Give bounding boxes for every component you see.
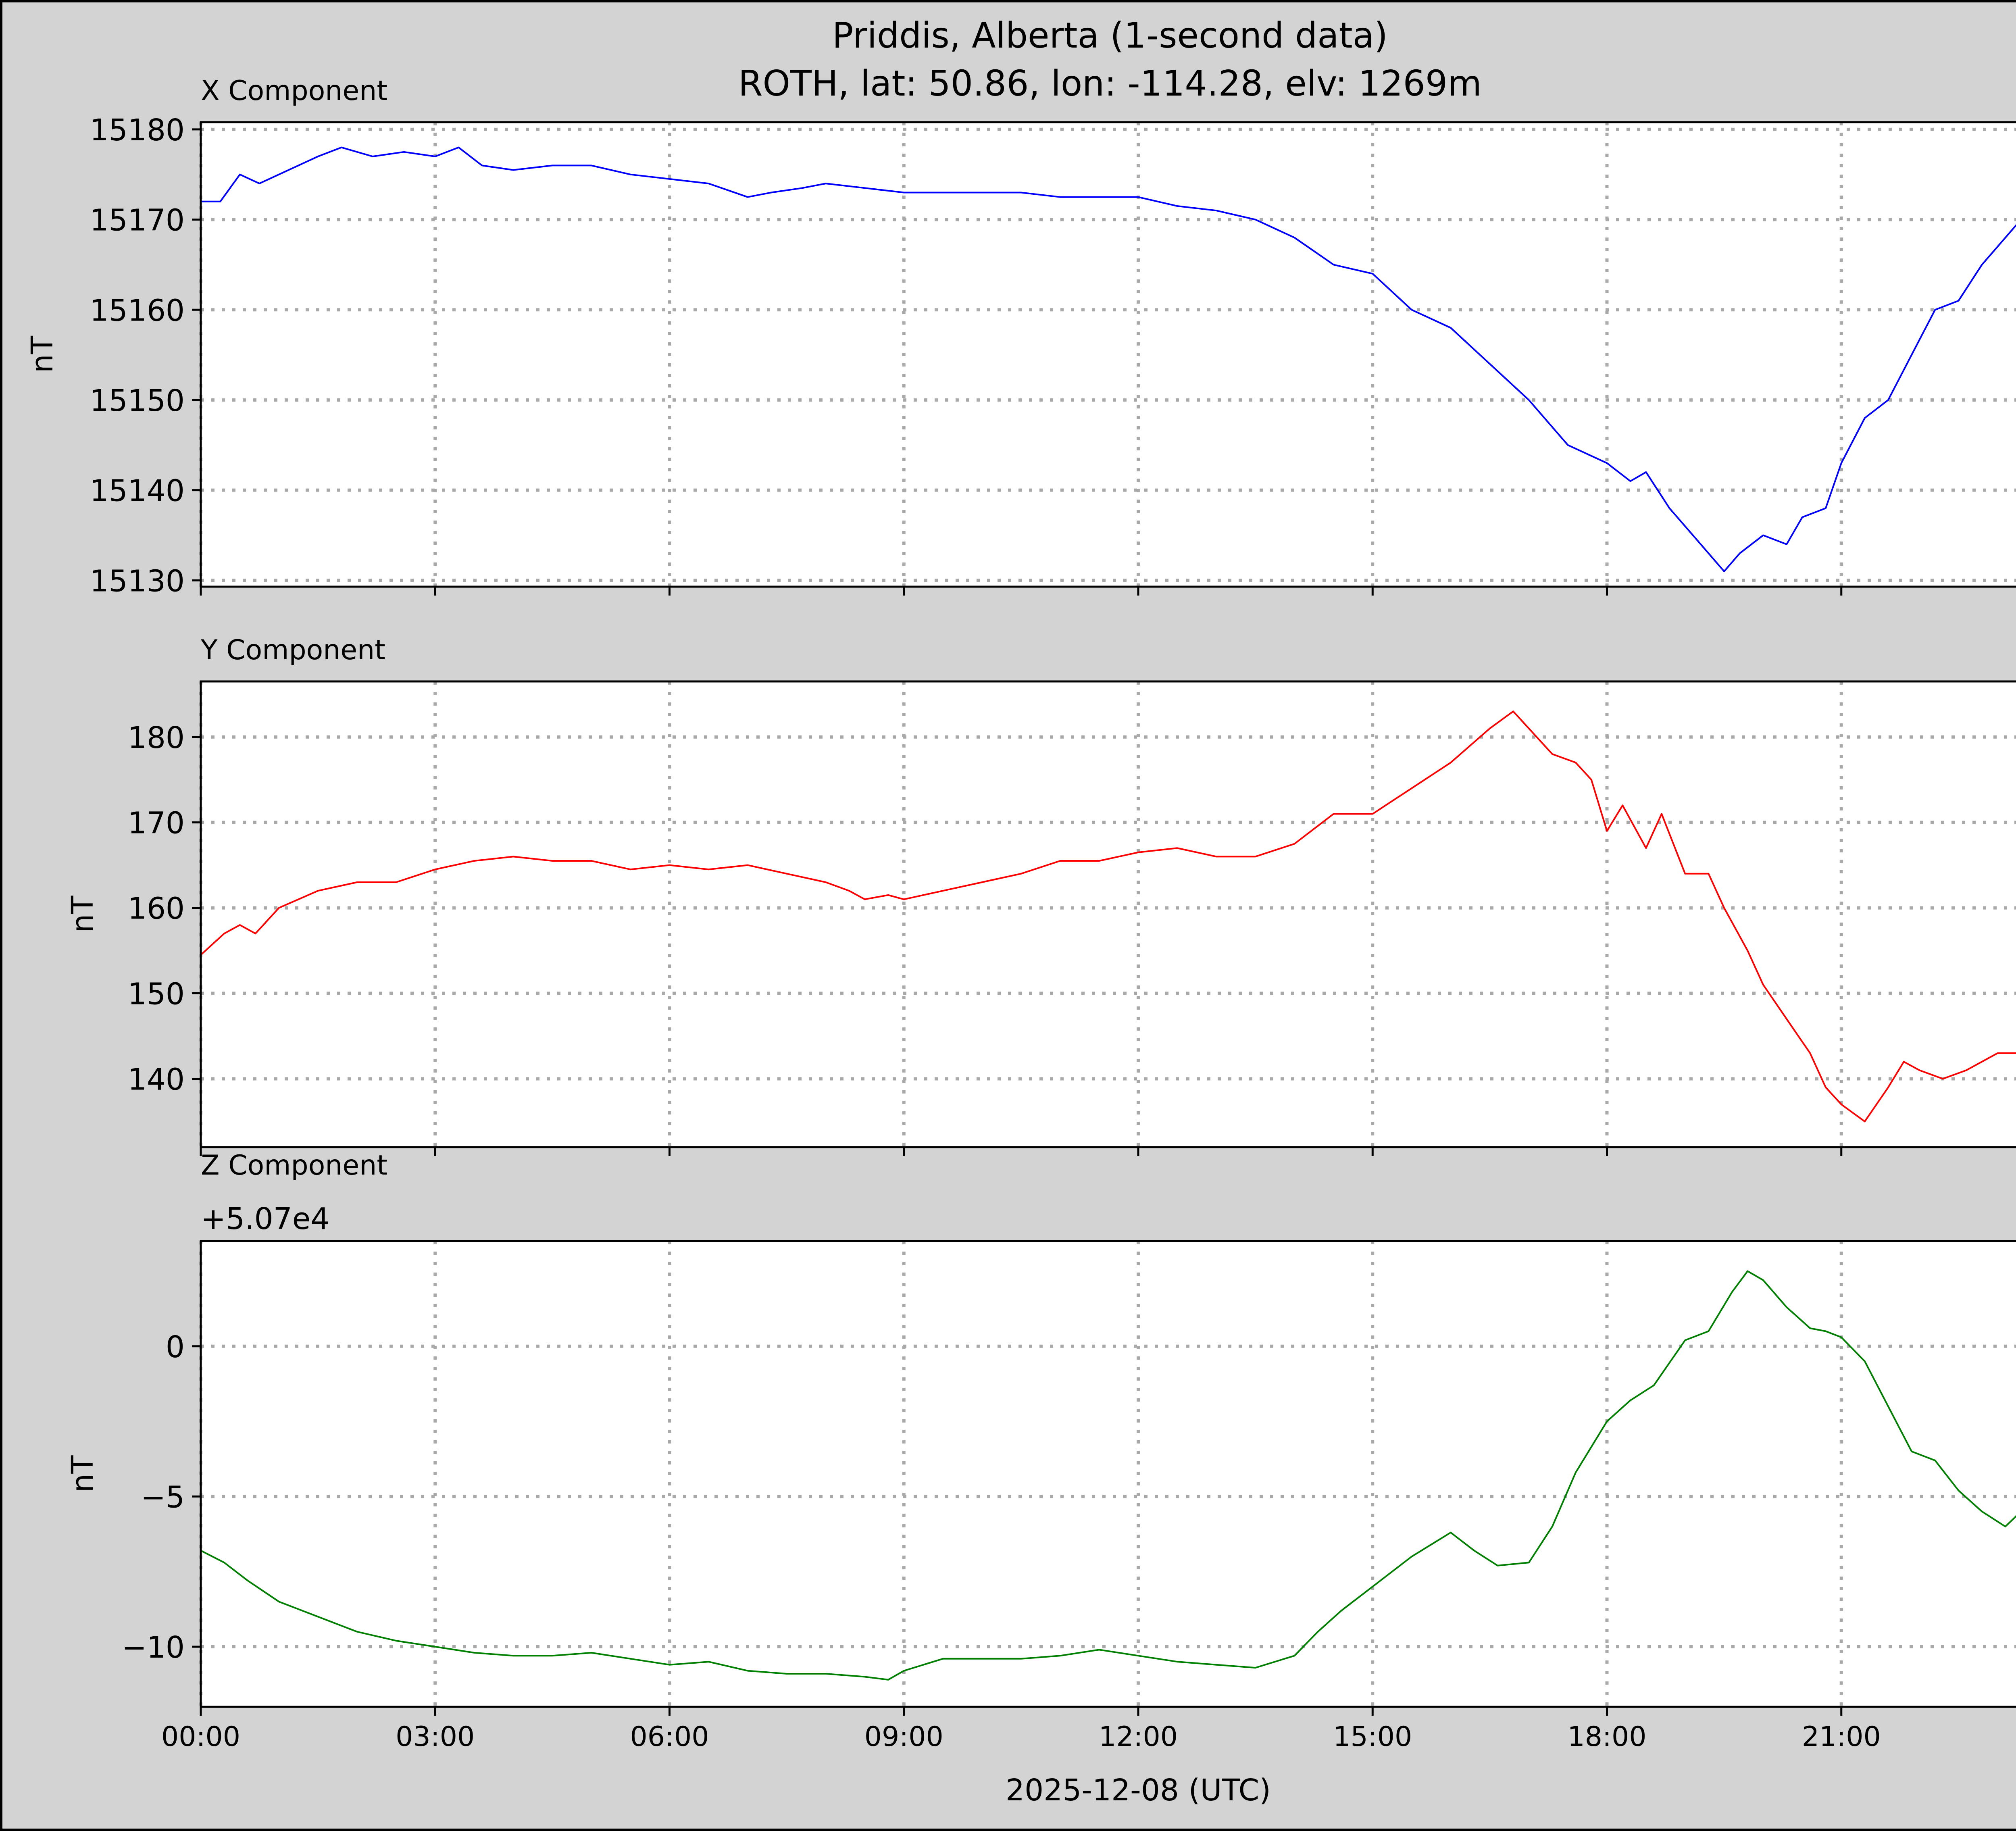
z-xtick-label: 06:00 — [630, 1721, 709, 1753]
chart-title-line2: ROTH, lat: 50.86, lon: -114.28, elv: 126… — [738, 63, 1482, 104]
z-xtick-label: 12:00 — [1099, 1721, 1178, 1753]
y-panel-title: Y Component — [200, 634, 385, 666]
x-plot-area — [201, 122, 2016, 587]
y-ytick-label: 150 — [128, 977, 185, 1012]
y-panel: 140 150 160 170 180 Y Component nT — [65, 634, 2016, 1156]
x-ytick-label: 15180 — [90, 113, 185, 148]
z-series-line — [200, 1270, 2016, 1681]
z-plot-area — [201, 1241, 2016, 1707]
z-ylabel: nT — [65, 1455, 100, 1493]
y-series-line — [200, 710, 2016, 1123]
y-ytick-label: 140 — [128, 1062, 185, 1097]
chart-title-line1: Priddis, Alberta (1-second data) — [832, 15, 1388, 56]
x-ytick-label: 15130 — [90, 564, 185, 598]
z-xtick-label: 21:00 — [1802, 1721, 1881, 1753]
y-plot-area — [201, 681, 2016, 1147]
z-xtick-label: 00:00 — [161, 1721, 240, 1753]
z-xtick-label: 03:00 — [396, 1721, 475, 1753]
x-ytick-label: 15150 — [90, 383, 185, 418]
z-ytick-label: −5 — [141, 1480, 185, 1514]
y-ylabel: nT — [65, 896, 100, 933]
z-ytick-label: 0 — [166, 1330, 185, 1364]
z-xtick-label: 09:00 — [864, 1721, 943, 1753]
panels: 15130 15140 15150 15160 15170 15180 X Componen… — [25, 75, 2016, 1753]
x-panel-title: X Component — [201, 75, 387, 107]
z-ytick-label: −10 — [122, 1630, 185, 1665]
z-panel: −10 −5 0 00:00 03:00 06:00 09:00 12:00 15:00 18:0… — [65, 1150, 2016, 1753]
x-axis-label: 2025-12-08 (UTC) — [1006, 1773, 1271, 1808]
z-panel-title: Z Component — [201, 1150, 387, 1181]
z-offset-label: +5.07e4 — [201, 1202, 329, 1236]
x-ylabel: nT — [25, 335, 60, 373]
z-xtick-label: 18:00 — [1568, 1721, 1647, 1753]
x-ytick-label: 15140 — [90, 474, 185, 508]
x-series-line — [201, 146, 2016, 572]
x-ytick-label: 15170 — [90, 203, 185, 238]
x-ytick-label: 15160 — [90, 293, 185, 328]
x-panel: 15130 15140 15150 15160 15170 15180 X Componen… — [25, 75, 2016, 598]
y-ytick-label: 160 — [128, 892, 185, 926]
y-ytick-label: 180 — [128, 721, 185, 755]
y-ytick-label: 170 — [128, 806, 185, 841]
z-xtick-label: 15:00 — [1333, 1721, 1412, 1753]
